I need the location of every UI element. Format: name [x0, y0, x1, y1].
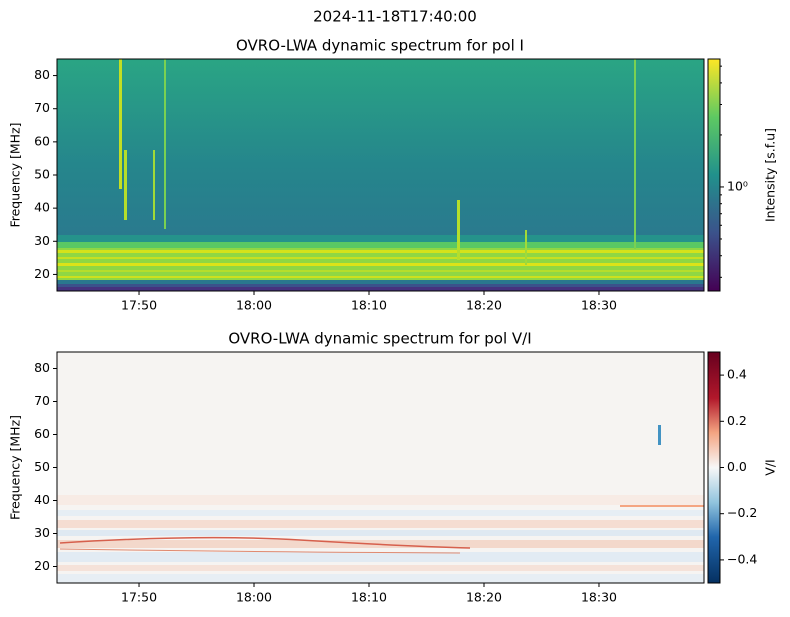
- x-tick-label: 17:50: [121, 298, 157, 313]
- y-tick-label: 50: [34, 167, 50, 182]
- y-tick-label: 40: [34, 200, 50, 215]
- colorbar: [707, 58, 721, 292]
- spectrum-texture: [57, 352, 704, 583]
- y-tick-label: 20: [34, 558, 50, 573]
- colorbar-label: V/I: [763, 459, 778, 475]
- x-tick-label: 17:50: [121, 590, 157, 605]
- colorbar-tick-label: −0.2: [727, 505, 757, 520]
- y-tick-label: 80: [34, 67, 50, 82]
- colorbar-tick-label: 0.0: [727, 459, 747, 474]
- colorbar-tick-label: 0.4: [727, 367, 747, 382]
- colorbar-label: Intensity [s.f.u]: [763, 128, 778, 222]
- y-axis-label: Frequency [MHz]: [8, 122, 23, 227]
- panel-title: OVRO-LWA dynamic spectrum for pol V/I: [228, 330, 531, 348]
- y-tick-label: 30: [34, 233, 50, 248]
- y-tick-label: 30: [34, 525, 50, 540]
- colorbar: [707, 351, 721, 584]
- x-tick-label: 18:20: [466, 298, 502, 313]
- spectrum-texture: [57, 59, 704, 291]
- x-tick-label: 18:30: [581, 298, 617, 313]
- x-tick-label: 18:30: [581, 590, 617, 605]
- colorbar-tick-label: 0.2: [727, 413, 747, 428]
- x-tick-label: 18:10: [351, 298, 387, 313]
- colorbar-tick-label: −0.4: [727, 551, 757, 566]
- y-tick-label: 50: [34, 459, 50, 474]
- y-tick-label: 70: [34, 100, 50, 115]
- x-tick-label: 18:00: [236, 590, 272, 605]
- y-tick-label: 80: [34, 360, 50, 375]
- y-tick-label: 70: [34, 393, 50, 408]
- x-tick-label: 18:10: [351, 590, 387, 605]
- x-tick-label: 18:20: [466, 590, 502, 605]
- y-tick-label: 20: [34, 266, 50, 281]
- y-tick-label: 60: [34, 426, 50, 441]
- y-tick-label: 60: [34, 133, 50, 148]
- y-tick-label: 40: [34, 492, 50, 507]
- figure-title: 2024-11-18T17:40:00: [313, 8, 477, 26]
- colorbar-tick-label: 10⁰: [727, 178, 748, 193]
- y-axis-label: Frequency [MHz]: [8, 415, 23, 520]
- x-tick-label: 18:00: [236, 298, 272, 313]
- panel-title: OVRO-LWA dynamic spectrum for pol I: [236, 37, 524, 55]
